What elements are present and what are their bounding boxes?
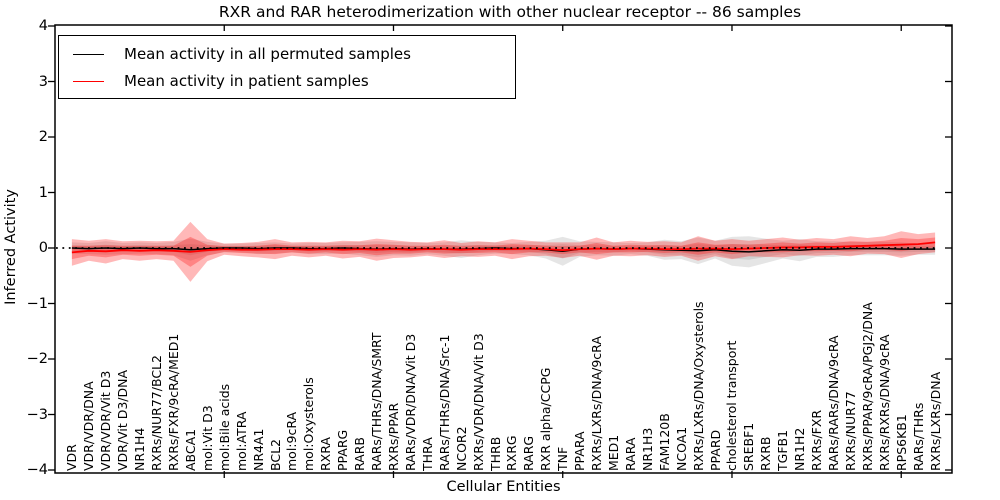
x-tick-label: VDR/Vit D3/DNA (115, 369, 131, 471)
legend-item-permuted: Mean activity in all permuted samples (59, 41, 411, 67)
legend-red-line-sample (73, 80, 104, 82)
x-tick-label: NR4A1 (250, 428, 266, 472)
x-tick-label: mol:ATRA (233, 411, 249, 471)
x-tick-label: ABCA1 (182, 428, 198, 471)
y-tick-label: −4 (26, 462, 48, 478)
x-tick-label: PPARA (572, 431, 588, 471)
x-tick-label: RXRs/RXRs/DNA/9cRA (876, 334, 892, 471)
y-tick-label: 1 (38, 184, 48, 201)
x-tick-label: TNF (555, 446, 571, 471)
x-tick-label: NR1H2 (792, 427, 808, 471)
x-tick-label: RXRs/NUR77/BCL2 (149, 355, 165, 471)
x-tick-label: THRA (419, 437, 435, 471)
plot-frame (54, 24, 953, 474)
x-tick-label: RXR alpha/CCPG (538, 367, 554, 471)
x-tick-label: mol:Bile acids (216, 383, 232, 471)
x-tick-label: RXRs/NUR77 (842, 391, 858, 471)
legend-item-patient: Mean activity in patient samples (59, 68, 369, 94)
x-tick-label: FAM120B (656, 413, 672, 471)
x-tick-label: RXRs/PPAR/9cRA/PGJ2/DNA (859, 302, 875, 471)
x-tick-label: NCOA1 (673, 426, 689, 471)
y-tick-label: 4 (38, 18, 48, 34)
legend-label: Mean activity in patient samples (124, 72, 369, 90)
x-tick-label: BCL2 (267, 438, 283, 471)
x-tick-label: RARs/RARs/DNA/9cRA (826, 335, 842, 471)
x-tick-label: NR1H4 (132, 427, 148, 471)
y-tick-label: −2 (26, 351, 48, 367)
x-tick-label: SREBF1 (741, 422, 757, 471)
x-tick-label: TGFB1 (775, 429, 791, 471)
x-tick-label: VDR/VDR/Vit D3 (98, 370, 114, 471)
x-tick-label: mol:Vit D3 (199, 405, 215, 471)
x-tick-label: RXRG (504, 435, 520, 471)
x-tick-label: RXRA (318, 437, 334, 471)
y-axis-title: Inferred Activity (3, 189, 19, 305)
y-tick-label: −1 (26, 295, 48, 312)
x-tick-label: VDR (64, 444, 80, 471)
x-tick-label: RXRs/PPAR (385, 402, 401, 471)
x-tick-label: RARs/VDR/DNA/Vit D3 (402, 333, 418, 471)
x-tick-label: RARs/THRs (910, 402, 926, 471)
x-tick-label: mol:Oxysterols (301, 377, 317, 471)
x-tick-label: NR1H3 (639, 427, 655, 471)
x-tick-label: RARA (622, 437, 638, 471)
x-tick-label: mol:9cRA (284, 411, 300, 471)
legend-black-line-sample (73, 53, 104, 55)
chart-title: RXR and RAR heterodimerization with othe… (218, 3, 802, 21)
y-tick-label: 0 (38, 240, 48, 256)
x-axis-title: Cellular Entities (446, 479, 561, 495)
x-tick-label: RPS6KB1 (893, 414, 909, 471)
x-tick-label: RARs/THRs/DNA/SMRT (369, 332, 385, 471)
x-tick-label: RXRs/LXRs/DNA (927, 371, 943, 471)
x-tick-label: NCOR2 (453, 426, 469, 471)
y-tick-label: 3 (38, 73, 48, 90)
x-tick-label: RARs/THRs/DNA/Src-1 (436, 334, 452, 471)
x-tick-label: RXRs/VDR/DNA/Vit D3 (470, 333, 486, 471)
x-tick-label: cholesterol transport (724, 340, 740, 471)
x-tick-label: RARG (521, 435, 537, 471)
patient-band-outer (71, 221, 936, 282)
x-tick-label: THRB (487, 436, 503, 471)
x-tick-label: RXRs/LXRs/DNA/Oxysterols (690, 301, 706, 471)
x-tick-label: PPARG (335, 429, 351, 471)
y-tick-label: −3 (26, 406, 48, 423)
x-tick-label: RXRs/FXR (809, 409, 825, 471)
x-tick-label: RARB (352, 437, 368, 471)
x-tick-label: RXRs/LXRs/DNA/9cRA (589, 336, 605, 471)
patient-mean-line (71, 241, 936, 254)
legend: Mean activity in all permuted samples Me… (58, 35, 516, 99)
legend-label: Mean activity in all permuted samples (124, 45, 411, 63)
x-tick-label: RXRs/FXR/9cRA/MED1 (165, 333, 181, 471)
patient-band-inner (71, 236, 936, 267)
y-tick-label: 2 (38, 129, 48, 145)
x-tick-label: PPARD (707, 429, 723, 471)
permuted-band-outer (71, 236, 936, 268)
x-tick-label: RXRB (758, 436, 774, 471)
x-tick-label: VDR/VDR/DNA (81, 381, 97, 471)
x-tick-label: MED1 (606, 434, 621, 471)
